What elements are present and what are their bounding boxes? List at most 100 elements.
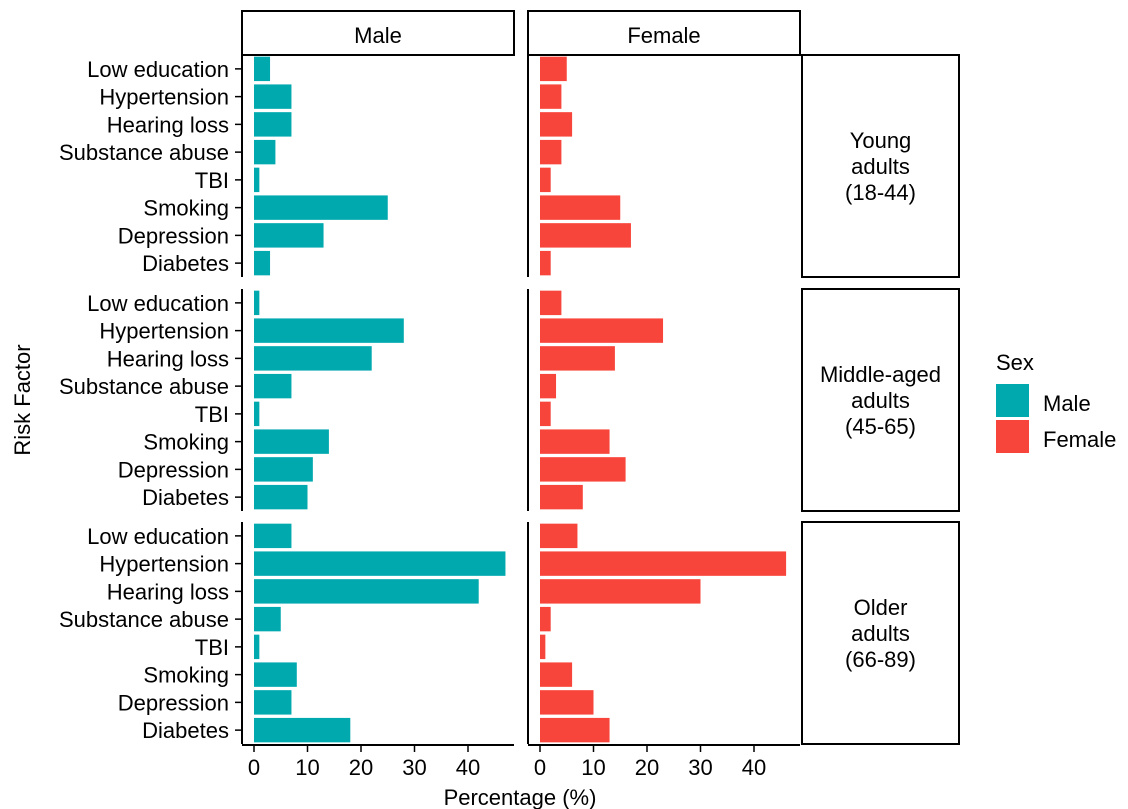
strip-female — [527, 10, 801, 56]
category-label-diabetes: Diabetes — [142, 251, 229, 276]
category-label-hypertension: Hypertension — [99, 319, 229, 344]
x-tick-label: 40 — [456, 755, 480, 780]
row-strip-label: Older — [854, 595, 908, 620]
bar-female-low-education — [540, 523, 578, 549]
y-axis-title: Risk Factor — [10, 344, 35, 455]
x-tick-label: 20 — [635, 755, 659, 780]
legend-label-male: Male — [1043, 391, 1091, 416]
bar-male-diabetes — [254, 484, 308, 510]
bar-male-smoking — [254, 662, 297, 687]
bar-female-tbi — [540, 634, 546, 660]
x-tick-label: 30 — [688, 755, 712, 780]
strip-label-female: Female — [627, 23, 700, 48]
bar-male-tbi — [254, 167, 260, 193]
bar-female-hypertension — [540, 84, 562, 109]
bar-male-depression — [254, 457, 313, 482]
bar-male-low-education — [254, 56, 271, 82]
category-label-hearing-loss: Hearing loss — [107, 112, 229, 137]
bar-male-substance-abuse — [254, 373, 292, 399]
category-label-depression: Depression — [118, 690, 229, 715]
bar-male-tbi — [254, 634, 260, 660]
bar-female-tbi — [540, 401, 551, 427]
strip-male — [241, 10, 515, 56]
category-label-substance-abuse: Substance abuse — [59, 140, 229, 165]
category-label-substance-abuse: Substance abuse — [59, 374, 229, 399]
category-label-tbi: TBI — [195, 168, 229, 193]
legend: Sex Male Female — [996, 350, 1116, 453]
category-label-hypertension: Hypertension — [99, 85, 229, 110]
legend-title: Sex — [996, 350, 1034, 375]
category-label-tbi: TBI — [195, 402, 229, 427]
bar-female-substance-abuse — [540, 606, 551, 632]
bar-female-depression — [540, 223, 631, 248]
bar-male-depression — [254, 690, 292, 715]
category-label-smoking: Smoking — [143, 663, 229, 688]
bar-male-hearing-loss — [254, 579, 479, 604]
bar-female-diabetes — [540, 484, 583, 510]
legend-key-female — [996, 420, 1029, 453]
bar-female-hearing-loss — [540, 346, 615, 371]
row-strip-1 — [801, 54, 960, 278]
bar-male-tbi — [254, 401, 260, 427]
bar-female-hearing-loss — [540, 579, 701, 604]
row-strip-label: (66-89) — [845, 647, 916, 672]
row-strip-label: adults — [851, 621, 910, 646]
bar-male-hearing-loss — [254, 112, 292, 137]
bar-female-diabetes — [540, 250, 551, 276]
category-label-smoking: Smoking — [143, 430, 229, 455]
row-strip-label: (45-65) — [845, 414, 916, 439]
bar-male-depression — [254, 223, 324, 248]
legend-label-female: Female — [1043, 427, 1116, 452]
bar-male-diabetes — [254, 250, 271, 276]
bar-female-tbi — [540, 167, 551, 193]
row-strip-3 — [801, 521, 960, 745]
row-strip-2 — [801, 288, 960, 512]
bar-female-depression — [540, 457, 626, 482]
strip-label-male: Male — [354, 23, 402, 48]
x-tick-label: 20 — [349, 755, 373, 780]
x-axis-title: Percentage (%) — [444, 785, 597, 809]
row-strip-label: (18-44) — [845, 180, 916, 205]
bar-female-low-education — [540, 56, 567, 82]
bar-female-low-education — [540, 290, 562, 316]
bar-male-diabetes — [254, 717, 351, 743]
bar-female-substance-abuse — [540, 139, 562, 165]
category-label-low-education: Low education — [87, 57, 229, 82]
bar-female-substance-abuse — [540, 373, 557, 399]
x-tick-label: 30 — [402, 755, 426, 780]
row-strip-label: adults — [851, 388, 910, 413]
bar-male-hypertension — [254, 318, 404, 343]
bar-female-smoking — [540, 195, 621, 220]
category-label-smoking: Smoking — [143, 196, 229, 221]
bar-male-smoking — [254, 195, 388, 220]
category-label-low-education: Low education — [87, 291, 229, 316]
x-tick-label: 0 — [534, 755, 546, 780]
bar-female-diabetes — [540, 717, 610, 743]
bar-female-hypertension — [540, 318, 664, 343]
category-label-hearing-loss: Hearing loss — [107, 346, 229, 371]
bar-female-smoking — [540, 429, 610, 454]
x-tick-label: 10 — [581, 755, 605, 780]
x-tick-label: 0 — [248, 755, 260, 780]
row-strip-label: adults — [851, 154, 910, 179]
bar-female-hypertension — [540, 551, 787, 576]
bar-male-hypertension — [254, 84, 292, 109]
bar-female-smoking — [540, 662, 573, 687]
category-label-low-education: Low education — [87, 524, 229, 549]
category-label-hypertension: Hypertension — [99, 552, 229, 577]
bar-male-hypertension — [254, 551, 506, 576]
x-tick-label: 10 — [295, 755, 319, 780]
x-tick-label: 40 — [742, 755, 766, 780]
bar-male-substance-abuse — [254, 139, 276, 165]
category-label-diabetes: Diabetes — [142, 718, 229, 743]
category-label-substance-abuse: Substance abuse — [59, 607, 229, 632]
bar-male-hearing-loss — [254, 346, 372, 371]
category-label-depression: Depression — [118, 223, 229, 248]
bar-female-depression — [540, 690, 594, 715]
legend-key-male — [996, 384, 1029, 417]
row-strip-label: Middle-aged — [820, 362, 941, 387]
bar-male-smoking — [254, 429, 329, 454]
bar-female-hearing-loss — [540, 112, 573, 137]
bar-male-low-education — [254, 523, 292, 549]
